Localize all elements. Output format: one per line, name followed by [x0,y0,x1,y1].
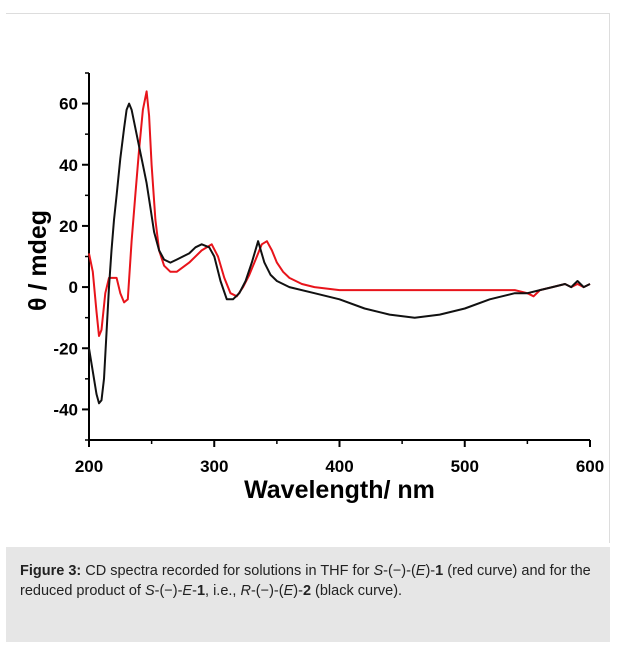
caption-italic: E [182,583,193,599]
caption-text: , i.e., [205,583,241,599]
caption-text: - [192,583,197,599]
caption-label: Figure 3: [20,563,82,579]
figure-frame: 200 300 400 500 600 -40 -20 0 20 40 60 Wavelength/ … [6,13,610,543]
y-tick-label: 60 [59,95,78,114]
x-tick-label: 500 [451,457,479,476]
caption-italic: R [240,583,251,599]
caption-italic: S [373,563,384,579]
caption-italic: E [283,583,294,599]
y-axis-label: θ / mdeg [24,210,52,311]
red-curve [88,90,591,337]
caption-italic: E [415,563,426,579]
x-axis-label: Wavelength/ nm [244,476,435,504]
caption-text: -(−)- [154,583,183,599]
y-tick-label: 0 [69,278,78,297]
cd-spectrum-chart: 200 300 400 500 600 -40 -20 0 20 40 60 Wavelength/ … [24,72,604,504]
caption-text: -(−)-( [250,583,284,599]
caption-text: CD spectra recorded for solutions in THF… [81,563,374,579]
x-tick-label: 600 [576,457,604,476]
caption-text: (red curve) and for the reduced product … [20,563,591,599]
figure-caption: Figure 3: CD spectra recorded for soluti… [6,547,610,642]
y-tick-label: 40 [59,156,78,175]
caption-compound: 1 [435,563,444,579]
black-curve [88,102,591,405]
caption-compound: 2 [302,583,312,599]
x-tick-label: 200 [75,457,103,476]
caption-text: -(−)-( [383,563,416,579]
y-tick-label: -20 [53,339,78,358]
y-tick-label: -40 [53,400,78,419]
caption-text: )- [425,563,436,579]
x-tick-label: 300 [200,457,228,476]
caption-italic: S [144,583,155,599]
caption-compound: 1 [196,583,206,599]
y-tick-label: 20 [59,217,78,236]
x-tick-label: 400 [325,457,353,476]
caption-text: (black curve). [311,583,403,599]
caption-text: )- [293,583,303,599]
